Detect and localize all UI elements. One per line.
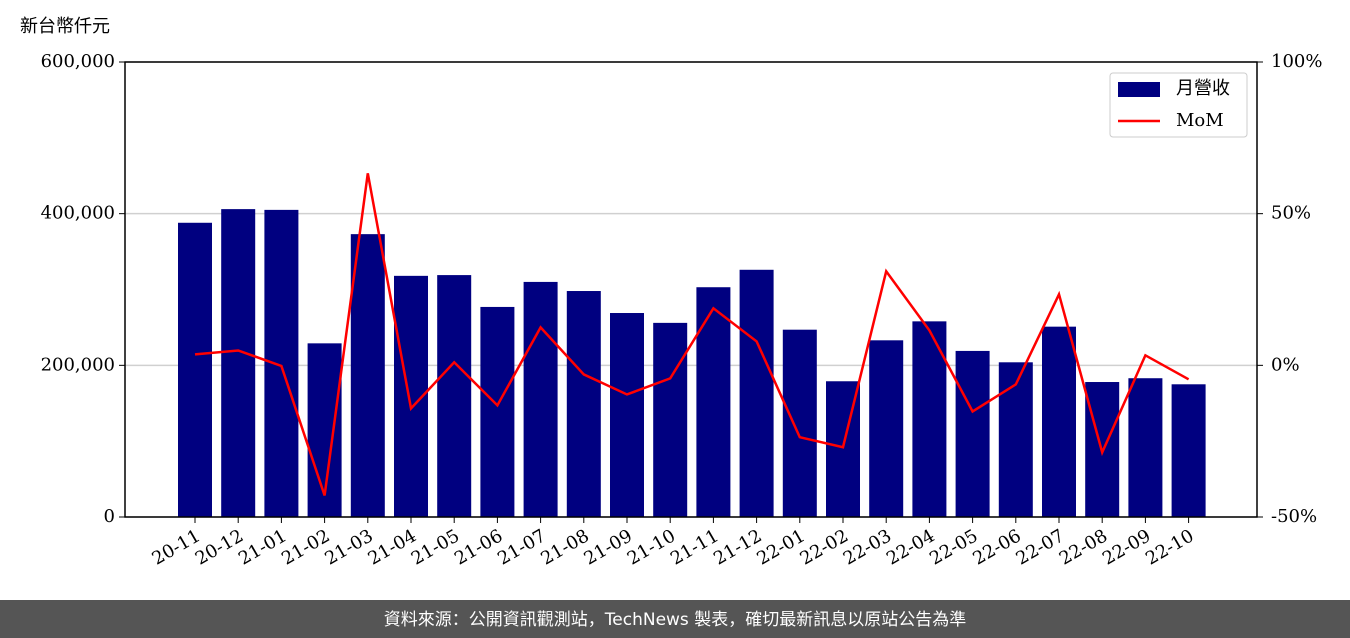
- y2-tick-label: 50%: [1271, 203, 1311, 224]
- x-tick-label: 21-03: [321, 525, 376, 569]
- bar: [782, 329, 817, 517]
- legend-label: 月營收: [1176, 78, 1230, 99]
- y-axis-label: 新台幣仟元: [20, 16, 110, 37]
- bar: [610, 313, 644, 517]
- y2-tick-label: -50%: [1271, 506, 1317, 527]
- bar: [178, 222, 212, 517]
- line: [194, 173, 1190, 496]
- x-tick-label: 22-05: [926, 525, 981, 569]
- y2-tick-label: 0%: [1271, 354, 1300, 375]
- x-tick-label: 22-03: [840, 525, 895, 569]
- x-tick-label: 21-10: [624, 525, 679, 569]
- legend-label: MoM: [1176, 110, 1224, 131]
- bar: [264, 209, 299, 517]
- bar: [653, 322, 688, 517]
- plot-frame: [124, 61, 1258, 518]
- bar: [437, 275, 472, 517]
- bar: [480, 306, 515, 517]
- x-tick-label: 20-12: [192, 525, 247, 569]
- bar: [739, 269, 774, 517]
- footer-band: [0, 600, 1350, 638]
- y-tick-label: 600,000: [41, 51, 115, 72]
- bar: [998, 362, 1033, 517]
- legend-swatch: [1118, 82, 1160, 97]
- x-tick-label: 21-06: [451, 525, 506, 569]
- bar: [1042, 326, 1076, 517]
- bar: [1128, 378, 1163, 517]
- x-tick-label: 22-02: [797, 525, 852, 569]
- y-tick-label: 0: [104, 506, 115, 527]
- bar: [955, 350, 990, 517]
- y-tick-label: 200,000: [41, 354, 115, 375]
- x-tick-label: 21-04: [365, 525, 420, 569]
- x-tick-label: 22-01: [753, 525, 808, 569]
- footer: 資料來源：公開資訊觀測站，TechNews 製表，確切最新訊息以原站公告為準: [384, 610, 966, 630]
- x-tick-label: 21-11: [667, 525, 722, 569]
- bar: [566, 291, 601, 517]
- x-tick-label: 21-02: [278, 525, 333, 569]
- x-tick-label: 21-09: [581, 525, 636, 569]
- bar: [523, 281, 558, 517]
- x-tick-label: 21-12: [710, 525, 765, 569]
- x-tick-label: 21-05: [408, 525, 463, 569]
- x-tick-label: 22-09: [1099, 525, 1154, 569]
- x-tick-label: 21-08: [537, 525, 592, 569]
- x-tick-label: 22-04: [883, 525, 938, 569]
- bar: [350, 234, 385, 517]
- x-tick-label: 21-07: [494, 525, 549, 569]
- x-tick-label: 22-08: [1056, 525, 1111, 569]
- bar: [696, 287, 731, 517]
- y2-tick-label: 100%: [1271, 51, 1322, 72]
- x-tick-label: 20-11: [149, 525, 204, 569]
- bar: [1171, 384, 1206, 517]
- x-tick-label: 22-10: [1142, 525, 1197, 569]
- bar: [221, 209, 256, 517]
- x-tick-label: 22-06: [969, 525, 1024, 569]
- bar: [869, 340, 904, 517]
- x-tick-label: 22-07: [1013, 525, 1068, 569]
- x-tick-label: 21-01: [235, 525, 290, 569]
- y-tick-label: 400,000: [41, 203, 115, 224]
